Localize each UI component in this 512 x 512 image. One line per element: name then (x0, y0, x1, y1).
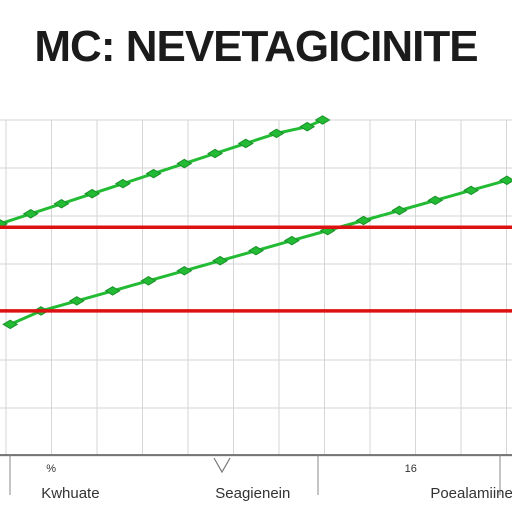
chart-tick-labels: Kwhuate Seagienein Poealamiine% 16 (41, 463, 512, 502)
series-0-point-11 (314, 115, 331, 125)
x-tick-label-2: Poealamiine (430, 485, 512, 502)
series-1-point-14 (498, 175, 512, 186)
x-small-label-1: 16 (405, 463, 417, 475)
series-0-point-1 (22, 209, 39, 219)
chart-axes (0, 454, 512, 495)
series-0-point-7 (207, 148, 224, 159)
series-1-point-3 (104, 286, 121, 296)
series-0-point-5 (145, 168, 162, 179)
series-1-point-7 (248, 245, 264, 256)
series-1-point-2 (68, 296, 85, 306)
x-small-label-0: % (46, 463, 56, 475)
x-tick-label-0: Kwhuate (41, 485, 99, 502)
series-0-point-9 (268, 128, 285, 139)
series-1-point-8 (283, 235, 300, 246)
series-1-point-13 (463, 185, 480, 196)
x-axis-tick-mark (213, 457, 231, 474)
series-0-point-3 (84, 188, 101, 199)
series-1-point-12 (427, 195, 444, 206)
series-0-point-4 (114, 178, 131, 189)
series-0-point-2 (53, 198, 70, 209)
series-0-point-10 (299, 121, 316, 132)
x-tick-label-1: Seagienein (215, 485, 290, 502)
series-0-point-6 (176, 158, 193, 169)
series-1-point-0 (2, 319, 19, 330)
series-1-point-11 (391, 205, 408, 216)
series-1-point-10 (355, 215, 372, 226)
series-1-point-6 (212, 255, 229, 266)
chart-series-group (0, 115, 512, 330)
series-1-point-4 (140, 276, 157, 286)
series-1-point-5 (176, 265, 193, 276)
chart-grid (0, 119, 512, 457)
series-0-point-8 (237, 138, 254, 149)
chart-title: MC: NEVETAGICINITE (34, 22, 478, 71)
